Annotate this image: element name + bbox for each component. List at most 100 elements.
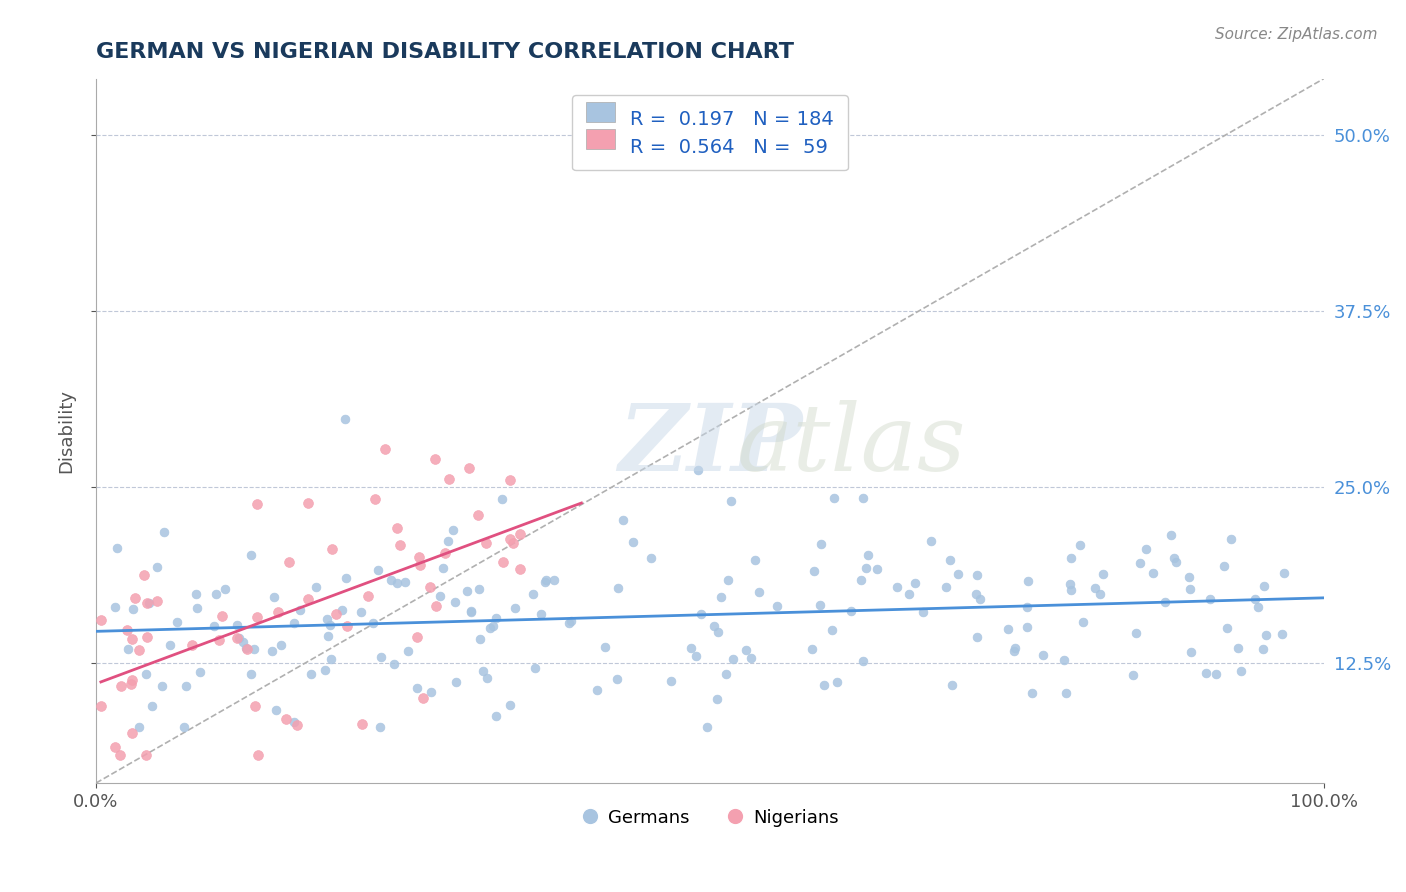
Point [997, 622, 1019, 636]
Point [856, 548, 879, 562]
Point [205, 587, 228, 601]
Point [110, 679, 132, 693]
Point [336, 619, 359, 633]
Point [264, 703, 287, 717]
Point [159, 638, 181, 652]
Point [211, 609, 233, 624]
Point [720, 493, 742, 508]
Point [744, 553, 766, 567]
Point [263, 591, 285, 605]
Point [716, 666, 738, 681]
Point [446, 674, 468, 689]
Point [707, 624, 730, 639]
Point [283, 615, 305, 630]
Point [434, 546, 457, 560]
Point [240, 548, 263, 562]
Point [612, 512, 634, 526]
Point [124, 591, 146, 605]
Point [208, 633, 231, 648]
Point [186, 600, 208, 615]
Text: GERMAN VS NIGERIAN DISABILITY CORRELATION CHART: GERMAN VS NIGERIAN DISABILITY CORRELATIO… [96, 42, 794, 62]
Point [946, 567, 969, 582]
Point [765, 599, 787, 613]
Point [186, 587, 208, 601]
Point [485, 611, 508, 625]
Point [1125, 626, 1147, 640]
Point [1054, 685, 1077, 699]
Point [543, 573, 565, 587]
Point [277, 555, 299, 569]
Point [121, 632, 143, 646]
Point [319, 651, 342, 665]
Point [387, 521, 409, 535]
Point [1205, 666, 1227, 681]
Point [135, 747, 157, 762]
Point [467, 582, 489, 597]
Point [1129, 556, 1152, 570]
Point [502, 535, 524, 549]
Point [283, 714, 305, 729]
Point [226, 632, 249, 646]
Point [1059, 577, 1081, 591]
Point [851, 574, 873, 588]
Point [706, 691, 728, 706]
Point [1253, 579, 1275, 593]
Point [852, 654, 875, 668]
Point [969, 591, 991, 606]
Point [491, 491, 513, 506]
Point [412, 690, 434, 705]
Point [1015, 620, 1038, 634]
Point [314, 663, 336, 677]
Point [90, 698, 112, 713]
Point [717, 573, 740, 587]
Point [1092, 566, 1115, 581]
Y-axis label: Disability: Disability [58, 389, 75, 473]
Point [689, 607, 711, 621]
Point [1053, 653, 1076, 667]
Point [419, 580, 441, 594]
Point [509, 562, 531, 576]
Point [606, 581, 628, 595]
Point [394, 574, 416, 589]
Point [150, 679, 173, 693]
Point [920, 533, 942, 548]
Point [740, 650, 762, 665]
Point [321, 541, 343, 556]
Point [146, 559, 169, 574]
Point [966, 631, 988, 645]
Point [1122, 668, 1144, 682]
Point [361, 616, 384, 631]
Point [425, 599, 447, 613]
Point [484, 708, 506, 723]
Point [498, 532, 520, 546]
Point [425, 452, 447, 467]
Point [335, 571, 357, 585]
Point [299, 667, 322, 681]
Point [866, 562, 889, 576]
Point [290, 603, 312, 617]
Point [1272, 566, 1295, 581]
Point [492, 555, 515, 569]
Point [524, 661, 547, 675]
Point [530, 607, 553, 622]
Point [825, 674, 848, 689]
Point [474, 536, 496, 550]
Point [686, 463, 709, 477]
Point [536, 573, 558, 587]
Point [214, 582, 236, 597]
Point [1254, 628, 1277, 642]
Point [821, 623, 844, 637]
Point [935, 580, 957, 594]
Point [471, 664, 494, 678]
Point [173, 720, 195, 734]
Point [305, 580, 328, 594]
Point [297, 592, 319, 607]
Text: atlas: atlas [737, 400, 966, 490]
Point [904, 576, 927, 591]
Point [1213, 558, 1236, 573]
Point [803, 564, 825, 578]
Text: Source: ZipAtlas.com: Source: ZipAtlas.com [1215, 27, 1378, 42]
Point [245, 699, 267, 714]
Point [458, 461, 481, 475]
Point [1060, 550, 1083, 565]
